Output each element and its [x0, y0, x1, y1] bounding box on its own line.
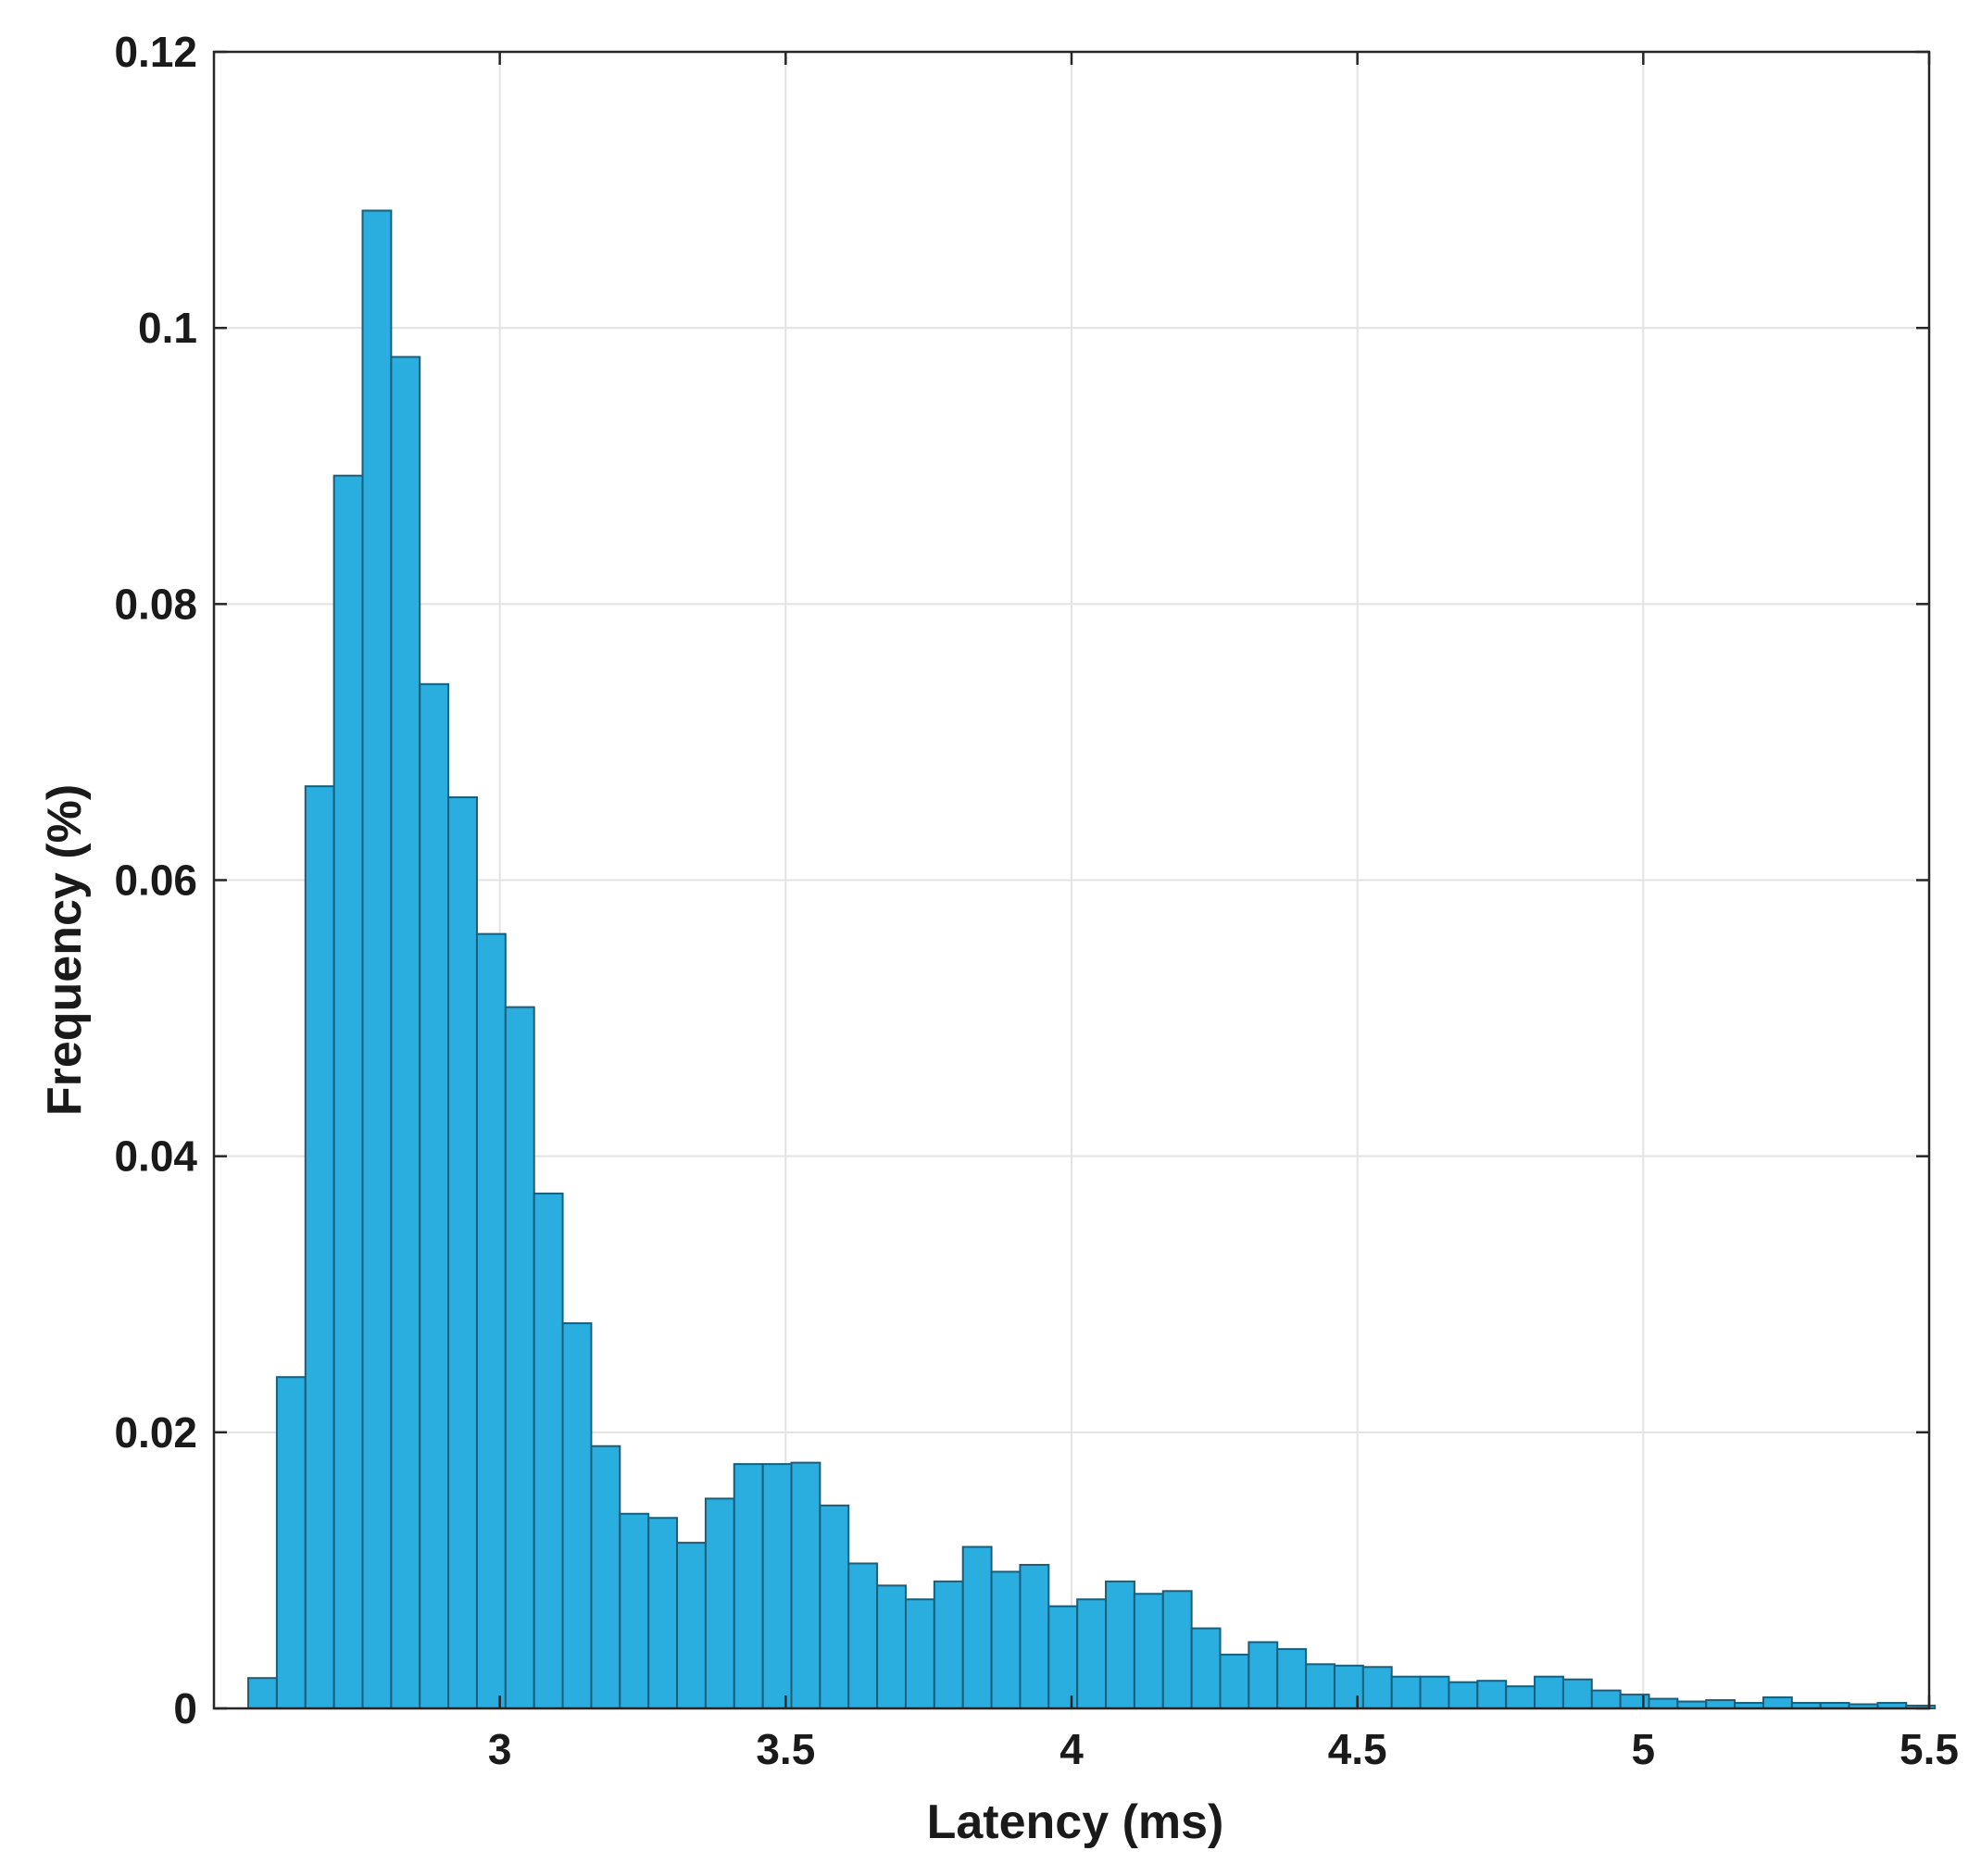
- y-tick-label-0: 0: [173, 1684, 197, 1732]
- x-tick-label-0: 3: [488, 1725, 512, 1773]
- y-axis-label: Frequency (%): [38, 784, 92, 1116]
- histogram-bar-9: [504, 1006, 535, 1709]
- histogram-bar-19: [790, 1461, 821, 1710]
- histogram-bar-41: [1419, 1675, 1450, 1709]
- x-axis-label: Latency (ms): [927, 1795, 1224, 1849]
- histogram-bar-39: [1361, 1666, 1393, 1710]
- histogram-bar-53: [1762, 1696, 1793, 1710]
- histogram-bar-37: [1305, 1663, 1335, 1709]
- histogram-bar-5: [390, 356, 421, 1710]
- histogram-bar-1: [275, 1376, 307, 1709]
- histogram-bar-47: [1590, 1689, 1622, 1709]
- histogram-bar-29: [1076, 1598, 1108, 1709]
- histogram-bar-2: [304, 785, 335, 1709]
- histogram-bar-7: [447, 796, 478, 1709]
- x-tick-label-2: 4: [1059, 1725, 1084, 1773]
- histogram-bar-30: [1105, 1580, 1135, 1710]
- histogram-bar-14: [647, 1517, 679, 1710]
- histogram-bar-32: [1161, 1590, 1193, 1710]
- histogram-bar-4: [361, 209, 393, 1710]
- histogram-bar-20: [819, 1504, 850, 1710]
- histogram-bar-16: [704, 1497, 735, 1709]
- x-tick-label-5: 5.5: [1900, 1725, 1959, 1773]
- histogram-bar-0: [247, 1677, 278, 1709]
- histogram-bar-45: [1534, 1675, 1564, 1709]
- x-tick-label-1: 3.5: [756, 1725, 815, 1773]
- histogram-bar-44: [1505, 1685, 1536, 1709]
- histogram-bar-43: [1476, 1680, 1508, 1710]
- histogram-bar-22: [876, 1584, 907, 1709]
- y-tick-label-3: 0.06: [114, 857, 197, 905]
- histogram-bar-12: [590, 1445, 621, 1710]
- y-tick-label-4: 0.08: [114, 580, 197, 628]
- y-tick-label-1: 0.02: [114, 1408, 197, 1457]
- histogram-bar-8: [475, 932, 507, 1709]
- histogram-bar-26: [990, 1570, 1022, 1709]
- y-tick-label-5: 0.1: [138, 304, 197, 352]
- histogram-bar-51: [1705, 1699, 1737, 1710]
- histogram-bar-23: [904, 1598, 935, 1709]
- histogram-bar-3: [332, 474, 364, 1710]
- histogram-bar-46: [1561, 1678, 1593, 1710]
- histogram-bar-10: [533, 1192, 564, 1709]
- histogram-bar-21: [847, 1562, 879, 1710]
- histogram-bar-6: [419, 682, 450, 1710]
- histogram-bar-17: [733, 1463, 764, 1710]
- histogram-bar-25: [961, 1545, 993, 1710]
- histogram-bar-28: [1047, 1605, 1079, 1710]
- histogram-bar-15: [676, 1542, 707, 1709]
- histogram-bar-40: [1390, 1675, 1422, 1709]
- histogram-bar-49: [1648, 1697, 1679, 1710]
- histogram-bar-48: [1619, 1694, 1650, 1710]
- histogram-bar-18: [761, 1463, 793, 1710]
- histogram-bar-36: [1276, 1647, 1308, 1709]
- y-tick-label-2: 0.04: [114, 1132, 197, 1181]
- histogram-bars: [247, 209, 1937, 1710]
- histogram-bar-13: [619, 1512, 650, 1709]
- histogram-bar-33: [1190, 1627, 1222, 1709]
- tick-marks-and-labels: 3 3.5 4 4.5 5 5.5 0 0.02 0.04 0.06 0.08 0.1 0.12: [114, 28, 1959, 1773]
- histogram-bar-27: [1019, 1563, 1050, 1710]
- histogram-bar-11: [561, 1322, 593, 1709]
- histogram-bar-35: [1248, 1641, 1279, 1709]
- x-tick-label-3: 4.5: [1328, 1725, 1387, 1773]
- histogram-bar-38: [1333, 1664, 1364, 1710]
- histogram-bar-24: [933, 1580, 964, 1710]
- histogram-bar-34: [1219, 1653, 1250, 1710]
- histogram-bar-31: [1133, 1593, 1164, 1710]
- x-tick-label-4: 5: [1632, 1725, 1656, 1773]
- histogram-bar-42: [1448, 1681, 1479, 1710]
- y-tick-label-6: 0.12: [114, 28, 197, 76]
